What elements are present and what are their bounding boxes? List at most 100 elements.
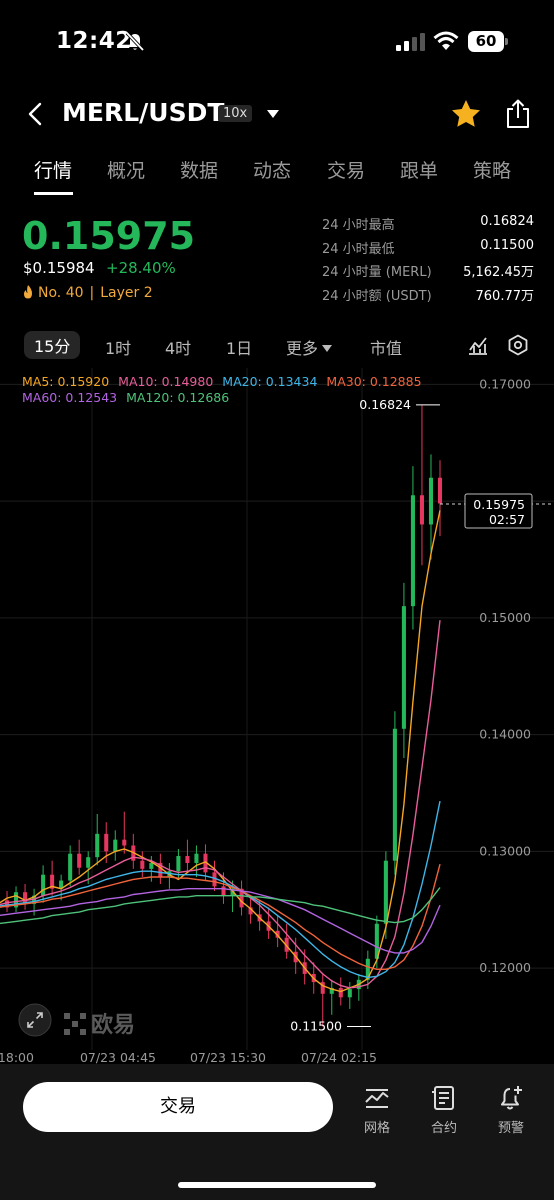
leverage-badge: 10x — [218, 105, 253, 122]
y-tick-label: 0.13000 — [479, 843, 531, 858]
status-bar: 12:42 60 — [0, 0, 554, 80]
candle-body — [77, 853, 82, 868]
timeframe-15m[interactable]: 15分 — [24, 331, 81, 359]
timeframe-bar: 15分 1时 4时 1日 更多 市值 — [0, 331, 554, 361]
candle-body — [284, 937, 289, 952]
moving-average-legend: MA5: 0.15920 MA10: 0.14980 MA20: 0.13434 MA… — [22, 374, 462, 406]
ma-legend-item: MA5: 0.15920 — [22, 374, 110, 389]
candle-body — [419, 495, 424, 525]
candle-body — [149, 863, 154, 869]
stat-24h-turnover: 24 小时额 (USDT) 760.77万 — [322, 285, 534, 309]
candle-body — [14, 892, 19, 908]
candle-body — [50, 874, 55, 889]
caret-down-icon[interactable] — [266, 109, 280, 119]
market-cap-toggle[interactable]: 市值 — [370, 339, 403, 358]
low-price-label: 0.11500 — [290, 1018, 342, 1033]
candle-body — [374, 923, 379, 959]
candle-body — [230, 888, 235, 896]
main-tabs: 行情 概况 数据 动态 交易 跟单 策略 — [0, 156, 554, 200]
nav-contract[interactable]: 合约 — [419, 1084, 469, 1136]
usd-price: $0.15984 — [23, 259, 95, 277]
cellular-signal-icon — [396, 33, 425, 51]
candle-body — [239, 888, 244, 908]
timeframe-1d[interactable]: 1日 — [226, 339, 253, 358]
wifi-icon — [433, 31, 459, 50]
share-icon[interactable] — [504, 98, 532, 130]
caret-down-icon — [322, 345, 333, 352]
okx-logo-icon — [64, 1013, 86, 1035]
candle-body — [59, 880, 64, 889]
pair-title[interactable]: MERL/USDT — [62, 98, 225, 127]
x-tick-label: 07/23 15:30 — [190, 1050, 266, 1065]
tab-trades[interactable]: 交易 — [327, 160, 366, 182]
tab-copy-trading[interactable]: 跟单 — [400, 160, 439, 182]
timeframe-4h[interactable]: 4时 — [165, 339, 192, 358]
last-price: 0.15975 — [22, 214, 196, 258]
candle-body — [248, 907, 253, 915]
tab-market[interactable]: 行情 — [34, 160, 73, 182]
candle-body — [176, 856, 181, 872]
candle-body — [437, 477, 443, 504]
trade-button[interactable]: 交易 — [23, 1082, 333, 1132]
timeframe-1h[interactable]: 1时 — [105, 339, 132, 358]
nav-grid-strategy[interactable]: 网格 — [352, 1084, 402, 1136]
candle-body — [212, 872, 217, 887]
stat-label: 24 小时额 (USDT) — [322, 288, 432, 304]
price-change-percent: +28.40% — [106, 259, 176, 277]
candle-body — [194, 853, 199, 864]
indicator-chart-icon[interactable] — [467, 334, 489, 356]
more-label: 更多 — [286, 339, 319, 358]
y-tick-label: 0.12000 — [479, 960, 531, 975]
stat-value: 0.11500 — [480, 237, 534, 253]
header: MERL/USDT 10x — [0, 92, 554, 136]
y-tick-label: 0.15000 — [479, 610, 531, 625]
ma-line-ma120 — [0, 887, 441, 925]
nav-price-alert[interactable]: 预警 — [486, 1084, 536, 1136]
ma-line-ma60 — [0, 888, 441, 954]
favorite-star-icon[interactable] — [450, 98, 482, 130]
exchange-watermark: 欧易 — [64, 1007, 135, 1039]
candle-body — [203, 853, 208, 873]
candlestick-chart[interactable]: 0.170000.160000.150000.140000.130000.120… — [0, 368, 554, 1068]
nav-label: 预警 — [497, 1121, 524, 1136]
fullscreen-expand-icon[interactable] — [18, 1003, 52, 1037]
tab-data[interactable]: 数据 — [180, 160, 219, 182]
back-chevron-icon[interactable] — [24, 102, 48, 126]
ma-legend-item: MA10: 0.14980 — [118, 374, 214, 389]
tab-overview[interactable]: 概况 — [107, 160, 146, 182]
alert-bell-icon — [501, 1086, 522, 1110]
bell-muted-icon — [125, 31, 145, 52]
candle-body — [104, 833, 109, 852]
tab-strategy[interactable]: 策略 — [473, 160, 512, 182]
candle-body — [338, 987, 343, 998]
ma-legend-item: MA120: 0.12686 — [126, 390, 230, 405]
candle-body — [365, 958, 370, 980]
rank-label: No. 40 — [38, 285, 84, 301]
candle-body — [428, 477, 434, 525]
y-tick-label: 0.14000 — [479, 727, 531, 742]
fire-icon — [24, 285, 32, 299]
timeframe-more[interactable]: 更多 — [286, 335, 333, 359]
tab-news[interactable]: 动态 — [253, 160, 292, 182]
candle-body — [329, 987, 334, 994]
candle-body — [383, 860, 388, 924]
candle-body — [392, 728, 397, 861]
settings-hexagon-icon[interactable] — [507, 334, 529, 356]
grid-strategy-icon — [365, 1089, 389, 1108]
candle-body — [95, 833, 100, 858]
stat-label: 24 小时量 (MERL) — [322, 265, 432, 280]
rank-row[interactable]: No. 40 | Layer 2 — [22, 285, 153, 301]
candle-body — [41, 874, 46, 896]
nav-label: 网格 — [363, 1121, 390, 1136]
stat-label: 24 小时最高 — [322, 218, 395, 233]
nav-label: 合约 — [430, 1121, 457, 1136]
candle-body — [221, 886, 226, 896]
contract-icon — [432, 1086, 454, 1110]
candle-body — [401, 606, 406, 729]
candle-body — [410, 495, 415, 607]
x-tick-label: 07/24 02:15 — [301, 1050, 377, 1065]
candle-body — [113, 839, 118, 852]
candle-body — [4, 900, 10, 908]
stat-value: 5,162.45万 — [463, 265, 534, 280]
ma-line-ma20 — [0, 800, 441, 979]
